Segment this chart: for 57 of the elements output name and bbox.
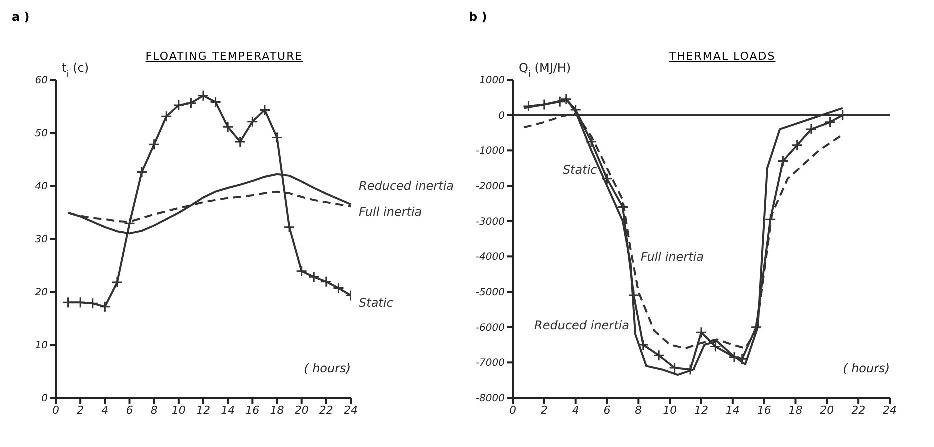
y-tick-label: -7000 bbox=[476, 358, 505, 370]
y-tick-label: 50 bbox=[35, 128, 48, 140]
x-tick-label: 12 bbox=[694, 404, 708, 417]
x-tick-label: 4 bbox=[102, 404, 109, 417]
x-tick-label: 0 bbox=[52, 404, 60, 417]
x-tick-label: 0 bbox=[510, 404, 516, 417]
x-tick-label: 8 bbox=[150, 404, 158, 417]
y-tick-label: -4000 bbox=[476, 252, 505, 264]
y-tick-label: -6000 bbox=[476, 322, 505, 334]
y-tick-label: -5000 bbox=[476, 288, 505, 299]
text: a ) bbox=[12, 10, 30, 24]
y-tick-label: -2000 bbox=[476, 182, 505, 193]
x-tick-label: 20 bbox=[820, 404, 834, 417]
x-tick-label: 22 bbox=[852, 404, 866, 417]
x-tick-label: 14 bbox=[726, 404, 740, 417]
series-label: Reduced inertia bbox=[359, 178, 454, 193]
x-tick-label: 6 bbox=[604, 404, 611, 417]
y-axis-title: t$_{i}$ (c) bbox=[62, 61, 90, 80]
y-tick-label: 0 bbox=[498, 110, 505, 122]
x-tick-label: 20 bbox=[294, 404, 309, 417]
x-tick-label: 18 bbox=[270, 404, 284, 417]
chart-title: FLOATING TEMPERATURE bbox=[146, 50, 304, 63]
series-label: Static bbox=[359, 296, 394, 310]
y-tick-label: 10 bbox=[35, 340, 48, 352]
x-tick-label: 22 bbox=[319, 404, 334, 417]
chart-title: THERMAL LOADS bbox=[669, 50, 776, 63]
y-tick-label: 1000 bbox=[480, 76, 505, 87]
y-tick-label: 40 bbox=[35, 182, 48, 193]
x-tick-label: 12 bbox=[196, 404, 210, 417]
y-tick-label: 30 bbox=[35, 234, 48, 246]
y-axis-title: Q$_{i}$ (MJ/H) bbox=[519, 61, 572, 80]
y-tick-label: -3000 bbox=[476, 216, 505, 228]
x-tick-label: 4 bbox=[572, 404, 580, 417]
x-tick-label: 16 bbox=[757, 404, 772, 417]
x-tick-label: 24 bbox=[883, 404, 897, 417]
series-label: Full inertia bbox=[640, 250, 704, 264]
x-tick-label: 8 bbox=[635, 404, 642, 417]
x-tick-label: 10 bbox=[172, 404, 186, 417]
x-tick-label: 18 bbox=[788, 404, 803, 417]
y-tick-label: -8000 bbox=[476, 394, 505, 405]
series-label: Full inertia bbox=[359, 204, 422, 219]
x-axis-title: ( hours) bbox=[843, 362, 890, 376]
x-tick-label: 2 bbox=[540, 404, 548, 417]
x-tick-label: 2 bbox=[77, 404, 84, 417]
y-tick-label: -1000 bbox=[476, 146, 505, 158]
x-tick-label: 16 bbox=[246, 404, 260, 417]
x-tick-label: 6 bbox=[126, 404, 134, 417]
text: b ) bbox=[469, 10, 488, 24]
x-tick-label: 14 bbox=[221, 404, 236, 417]
series-label: Reduced inertia bbox=[534, 318, 630, 333]
x-tick-label: 10 bbox=[663, 404, 678, 417]
x-axis-title: ( hours) bbox=[304, 362, 351, 376]
y-tick-label: 60 bbox=[35, 76, 48, 87]
x-tick-label: 24 bbox=[344, 404, 358, 417]
series-label: Static bbox=[562, 163, 598, 178]
y-tick-label: 0 bbox=[42, 394, 48, 405]
y-tick-label: 20 bbox=[35, 288, 48, 299]
